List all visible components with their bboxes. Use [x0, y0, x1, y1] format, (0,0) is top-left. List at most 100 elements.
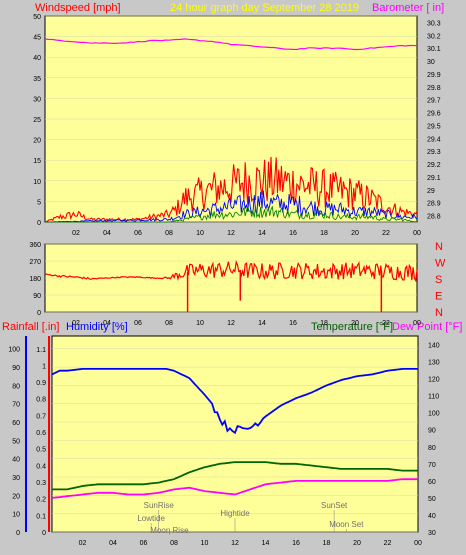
x-tick-label: 20 [351, 230, 359, 237]
rain-tick-label: 0.8 [36, 397, 46, 404]
humidity-tick-label: 20 [12, 493, 20, 500]
temp-tick-label: 110 [428, 394, 439, 401]
annotation-label: Moon Rise [150, 526, 189, 535]
y-right-tick-label: 28.8 [427, 214, 441, 221]
x-tick-label: 16 [289, 320, 297, 327]
humidity-tick-label: 40 [12, 457, 20, 464]
y-left-tick-label: 50 [33, 14, 41, 21]
rain-tick-label: 0.6 [36, 430, 46, 437]
x-tick-label: 16 [289, 230, 297, 237]
x-tick-label: 06 [134, 230, 142, 237]
temp-tick-label: 40 [428, 513, 436, 520]
series-line-dew-point [51, 478, 418, 499]
x-tick-label: 12 [227, 320, 235, 327]
x-tick-label: 14 [262, 540, 270, 547]
x-tick-label: 22 [382, 320, 390, 327]
y-right-tick-label: 29.4 [427, 136, 441, 143]
wind-series-line [45, 190, 418, 223]
temp-tick-label: 80 [428, 445, 436, 452]
y-right-tick-label: 29.7 [427, 98, 441, 105]
chart-title: 24 hour graph day September 28 2019 [170, 2, 359, 14]
x-tick-label: 02 [72, 320, 80, 327]
compass-label: W [435, 258, 446, 270]
x-tick-label: 18 [320, 320, 328, 327]
rain-tick-label: 0.9 [36, 380, 46, 387]
barometer-line [44, 38, 418, 51]
y-left-tick-label: 5 [37, 199, 41, 206]
y-left-tick-label: 45 [33, 35, 41, 42]
x-tick-label: 06 [134, 320, 142, 327]
temperature-axis-title: Temperature [°F] [311, 321, 393, 333]
wind-series-line [44, 156, 418, 223]
annotation-label: SunSet [321, 501, 348, 510]
x-tick-label: 04 [103, 320, 111, 327]
x-tick-label: 14 [258, 320, 266, 327]
humidity-tick-label: 60 [12, 420, 20, 427]
y-tick-label: 90 [33, 293, 41, 300]
annotation-label: Hightide [220, 509, 250, 518]
series-line-temperature [52, 461, 418, 491]
rain-tick-label: 0.3 [36, 480, 46, 487]
temp-tick-label: 100 [428, 411, 440, 418]
windspeed-axis-title: Windspeed [mph] [35, 2, 121, 14]
wind-direction-line [44, 259, 418, 283]
temp-tick-label: 60 [428, 479, 436, 486]
x-tick-label: 08 [165, 230, 173, 237]
x-tick-label: 06 [140, 540, 148, 547]
y-right-tick-label: 30.3 [427, 20, 441, 27]
y-left-tick-label: 20 [33, 138, 41, 145]
x-tick-label: 08 [165, 320, 173, 327]
temp-tick-label: 50 [428, 496, 436, 503]
y-right-tick-label: 28.9 [427, 201, 441, 208]
annotation-label: SunRise [144, 501, 175, 510]
y-left-tick-label: 15 [33, 158, 41, 165]
y-right-tick-label: 29.3 [427, 149, 441, 156]
y-tick-label: 0 [37, 310, 41, 317]
y-right-tick-label: 30.1 [427, 46, 441, 53]
compass-label: N [435, 241, 443, 253]
temp-tick-label: 140 [428, 343, 440, 350]
rain-tick-label: 0.7 [36, 413, 46, 420]
x-tick-label: 20 [351, 320, 359, 327]
compass-label: S [435, 274, 442, 286]
series-line-humidity [51, 367, 418, 435]
rain-tick-label: 0.1 [36, 513, 46, 520]
dewpoint-axis-title: Dew Point [°F] [392, 321, 462, 333]
y-left-tick-label: 30 [33, 96, 41, 103]
x-tick-label: 02 [72, 230, 80, 237]
rain-tick-label: 0.4 [36, 463, 46, 470]
y-right-tick-label: 29 [427, 188, 435, 195]
humidity-tick-label: 80 [12, 383, 20, 390]
x-tick-label: 04 [103, 230, 111, 237]
y-right-tick-label: 30.2 [427, 33, 441, 40]
x-tick-label: 22 [384, 540, 392, 547]
rainfall-axis-title: Rainfall [.in] [2, 321, 59, 333]
humidity-tick-label: 50 [12, 438, 20, 445]
x-tick-label: 20 [353, 540, 361, 547]
x-tick-label: 16 [292, 540, 300, 547]
humidity-tick-label: 100 [8, 347, 20, 354]
wind-baro-panel: 0 5 10 15 20 25 30 35 40 45 50 28.8 28.9 29 29.1 29.2 29… [33, 14, 441, 237]
annotation-label: Lowtide [137, 514, 165, 523]
y-right-tick-label: 29.5 [427, 123, 441, 130]
x-tick-label: 10 [201, 540, 209, 547]
compass-label: E [435, 291, 442, 303]
rain-tick-label: 1.1 [36, 347, 46, 354]
x-tick-label: 22 [382, 230, 390, 237]
x-tick-label: 14 [258, 230, 266, 237]
x-tick-label: 18 [323, 540, 331, 547]
y-right-tick-label: 29.9 [427, 72, 441, 79]
y-left-tick-label: 35 [33, 76, 41, 83]
x-tick-label: 02 [79, 540, 87, 547]
x-tick-label: 08 [170, 540, 178, 547]
y-left-tick-label: 0 [37, 220, 41, 227]
temp-plot-area [51, 335, 419, 533]
temp-tick-label: 120 [428, 377, 440, 384]
rain-tick-label: 0.2 [36, 497, 46, 504]
y-right-tick-label: 29.2 [427, 162, 441, 169]
temp-tick-label: 70 [428, 462, 436, 469]
y-right-tick-label: 29.1 [427, 175, 441, 182]
